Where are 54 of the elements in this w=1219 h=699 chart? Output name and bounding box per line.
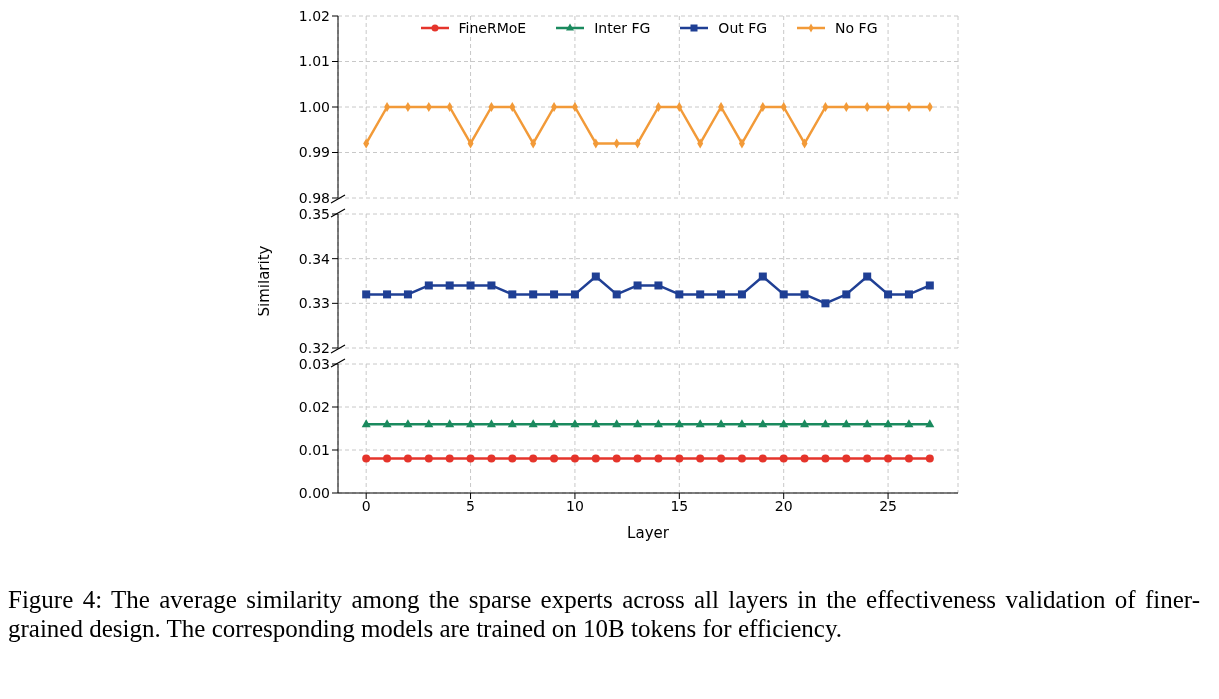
point (424, 281, 433, 290)
point (633, 281, 642, 290)
point (800, 290, 809, 299)
point (362, 290, 371, 299)
y-tick-label: 0.02 (298, 398, 330, 415)
point (863, 272, 872, 281)
x-tick-label: 5 (466, 497, 476, 514)
point (696, 290, 705, 299)
legend-label: Out FG (718, 20, 768, 36)
x-tick-label: 25 (879, 497, 897, 514)
point (779, 290, 788, 299)
y-tick-label: 0.98 (298, 189, 330, 206)
point (925, 281, 934, 290)
point (487, 281, 496, 290)
point (904, 290, 913, 299)
y-tick-label: 1.02 (298, 7, 330, 24)
point (383, 290, 392, 299)
point (654, 281, 663, 290)
x-tick-label: 0 (361, 497, 371, 514)
y-tick-label: 0.33 (298, 295, 330, 312)
legend-label: FineRMoE (458, 20, 527, 36)
point (570, 290, 579, 299)
point (591, 272, 600, 281)
y-tick-label: 0.32 (298, 339, 330, 356)
point (445, 281, 454, 290)
point (529, 290, 538, 299)
x-tick-label: 15 (670, 497, 689, 514)
point (403, 290, 412, 299)
y-tick-label: 0.35 (298, 205, 330, 222)
point (737, 290, 746, 299)
y-tick-label: 0.01 (298, 441, 330, 458)
x-tick-label: 20 (774, 497, 793, 514)
y-tick-label: 1.01 (298, 53, 330, 70)
point (842, 290, 851, 299)
point (758, 272, 767, 281)
legend-label: Inter FG (594, 20, 651, 36)
y-axis-title: Similarity (255, 245, 274, 317)
legend-label: No FG (835, 20, 878, 36)
point (550, 290, 559, 299)
y-tick-label: 0.00 (298, 484, 330, 501)
y-tick-label: 0.34 (298, 250, 331, 267)
point (675, 290, 684, 299)
x-axis-title: Layer (627, 524, 670, 542)
x-tick-label: 10 (566, 497, 584, 514)
point (717, 290, 726, 299)
y-tick-label: 1.00 (298, 98, 330, 115)
point (884, 290, 893, 299)
point (466, 281, 475, 290)
point (508, 290, 517, 299)
caption: Figure 4: The average similarity among the sparse experts across all layers in the effectiveness validation of finer-grained design. The corresponding models are trained on 10B tokens for efficiency. (8, 586, 1200, 644)
point (821, 299, 830, 308)
y-tick-label: 0.03 (298, 355, 330, 372)
point (612, 290, 621, 299)
y-tick-label: 0.99 (298, 144, 330, 161)
